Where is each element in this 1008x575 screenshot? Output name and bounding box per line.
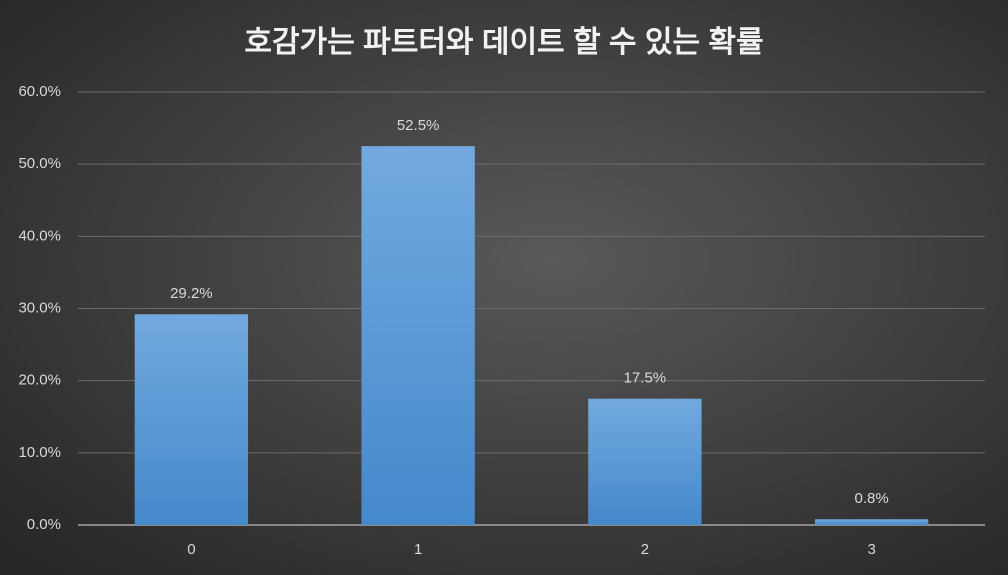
data-label: 52.5%	[397, 117, 440, 134]
x-tick-label: 1	[414, 541, 422, 558]
data-label: 29.2%	[170, 285, 213, 302]
y-tick-label: 10.0%	[18, 444, 61, 461]
y-tick-label: 50.0%	[18, 155, 61, 172]
bar	[134, 314, 249, 525]
data-label: 0.8%	[855, 490, 889, 507]
data-label: 17.5%	[624, 370, 667, 387]
y-tick-label: 0.0%	[27, 516, 61, 533]
y-tick-label: 40.0%	[18, 227, 61, 244]
x-tick-label: 2	[641, 541, 649, 558]
y-tick-label: 20.0%	[18, 372, 61, 389]
x-tick-label: 3	[867, 541, 875, 558]
x-tick-label: 0	[187, 541, 195, 558]
bar	[361, 146, 475, 525]
y-tick-label: 30.0%	[18, 299, 61, 316]
y-tick-label: 60.0%	[18, 83, 61, 100]
chart-title: 호감가는 파트터와 데이트 할 수 있는 확률	[244, 26, 763, 59]
bar	[588, 398, 702, 525]
bar	[814, 519, 929, 525]
